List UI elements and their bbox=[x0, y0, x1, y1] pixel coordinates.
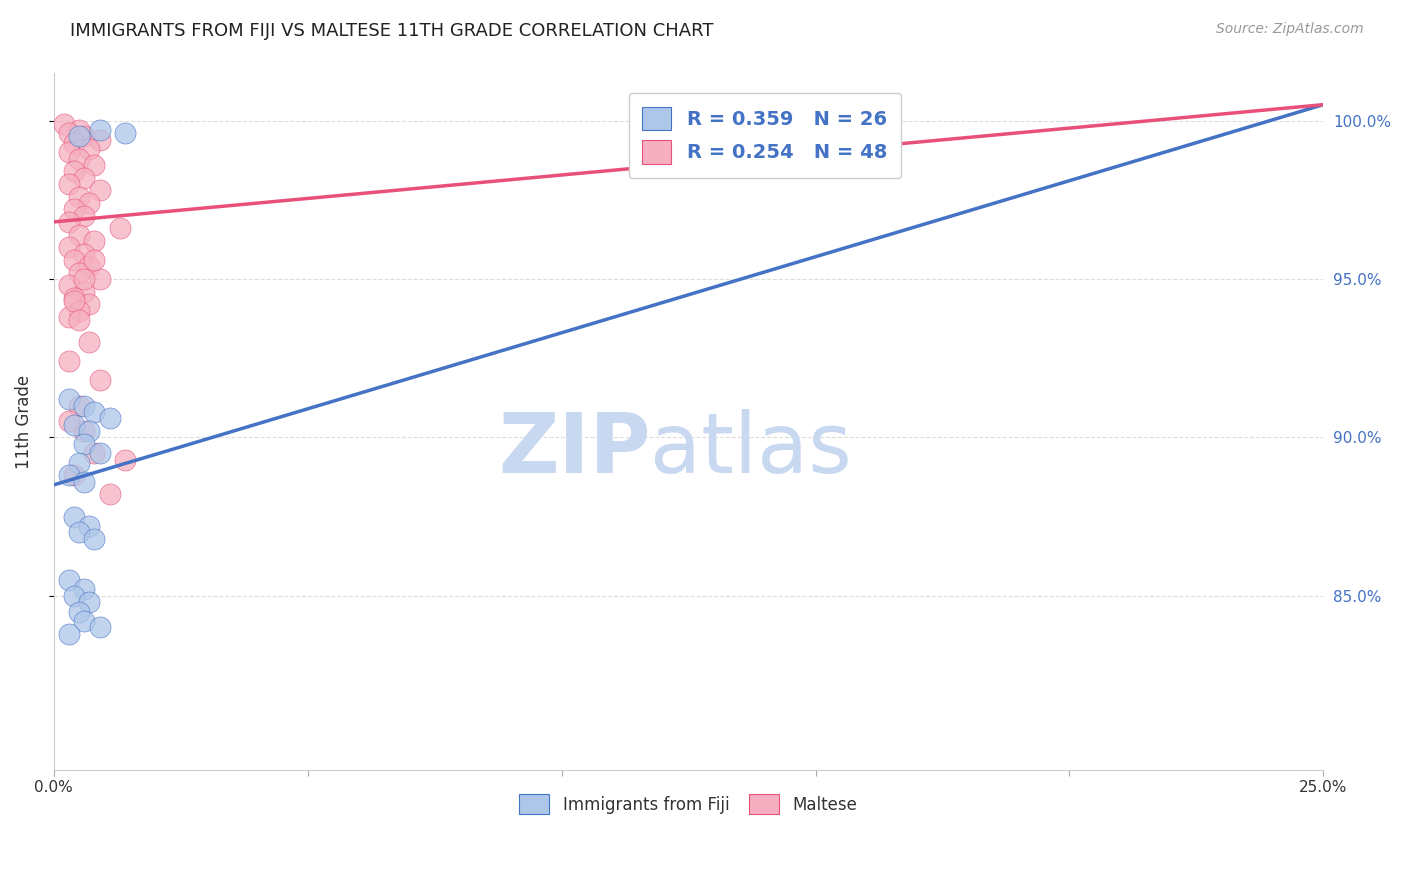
Point bbox=[63, 252, 86, 267]
Point bbox=[89, 373, 111, 387]
Point bbox=[73, 475, 96, 489]
Text: ZIP: ZIP bbox=[498, 409, 651, 490]
Point bbox=[98, 487, 121, 501]
Point bbox=[79, 195, 101, 210]
Point bbox=[89, 272, 111, 286]
Point bbox=[67, 525, 90, 540]
Y-axis label: 11th Grade: 11th Grade bbox=[15, 375, 32, 468]
Point bbox=[58, 626, 80, 640]
Point bbox=[79, 142, 101, 156]
Point bbox=[79, 519, 101, 533]
Point bbox=[63, 291, 86, 305]
Point bbox=[63, 417, 86, 432]
Point bbox=[114, 126, 136, 140]
Point bbox=[89, 132, 111, 146]
Point bbox=[79, 297, 101, 311]
Point bbox=[83, 158, 105, 172]
Point bbox=[67, 152, 90, 166]
Point bbox=[67, 129, 90, 144]
Point bbox=[79, 424, 101, 438]
Point bbox=[79, 259, 101, 273]
Point bbox=[67, 313, 90, 327]
Point bbox=[89, 183, 111, 197]
Point bbox=[67, 399, 90, 413]
Point bbox=[73, 209, 96, 223]
Point bbox=[67, 303, 90, 318]
Point bbox=[63, 294, 86, 309]
Point bbox=[83, 405, 105, 419]
Point bbox=[63, 164, 86, 178]
Point bbox=[73, 285, 96, 299]
Point bbox=[63, 509, 86, 524]
Point bbox=[67, 456, 90, 470]
Point bbox=[58, 392, 80, 407]
Point bbox=[73, 399, 96, 413]
Point bbox=[58, 354, 80, 368]
Point bbox=[73, 424, 96, 438]
Point bbox=[58, 310, 80, 324]
Point bbox=[83, 532, 105, 546]
Point bbox=[63, 202, 86, 217]
Point bbox=[58, 415, 80, 429]
Point bbox=[58, 215, 80, 229]
Point bbox=[89, 123, 111, 137]
Point bbox=[67, 189, 90, 203]
Point bbox=[73, 246, 96, 260]
Point bbox=[58, 278, 80, 293]
Text: Source: ZipAtlas.com: Source: ZipAtlas.com bbox=[1216, 22, 1364, 37]
Point bbox=[63, 589, 86, 603]
Point bbox=[79, 335, 101, 350]
Legend: Immigrants from Fiji, Maltese: Immigrants from Fiji, Maltese bbox=[509, 784, 868, 824]
Point bbox=[58, 468, 80, 483]
Point bbox=[89, 446, 111, 460]
Point bbox=[83, 252, 105, 267]
Point bbox=[58, 126, 80, 140]
Point bbox=[83, 446, 105, 460]
Point bbox=[89, 620, 111, 634]
Point bbox=[73, 272, 96, 286]
Point bbox=[58, 145, 80, 160]
Point bbox=[63, 136, 86, 150]
Point bbox=[67, 605, 90, 619]
Point bbox=[58, 177, 80, 191]
Point bbox=[58, 573, 80, 587]
Point bbox=[63, 468, 86, 483]
Point bbox=[73, 129, 96, 144]
Point bbox=[67, 123, 90, 137]
Point bbox=[114, 452, 136, 467]
Point bbox=[58, 240, 80, 254]
Point bbox=[67, 227, 90, 242]
Text: atlas: atlas bbox=[651, 409, 852, 490]
Text: IMMIGRANTS FROM FIJI VS MALTESE 11TH GRADE CORRELATION CHART: IMMIGRANTS FROM FIJI VS MALTESE 11TH GRA… bbox=[70, 22, 714, 40]
Point bbox=[79, 595, 101, 609]
Point bbox=[73, 614, 96, 628]
Point bbox=[73, 170, 96, 185]
Point bbox=[108, 221, 131, 235]
Point bbox=[98, 411, 121, 425]
Point bbox=[83, 234, 105, 248]
Point bbox=[53, 117, 76, 131]
Point bbox=[73, 436, 96, 450]
Point bbox=[73, 582, 96, 597]
Point bbox=[67, 266, 90, 280]
